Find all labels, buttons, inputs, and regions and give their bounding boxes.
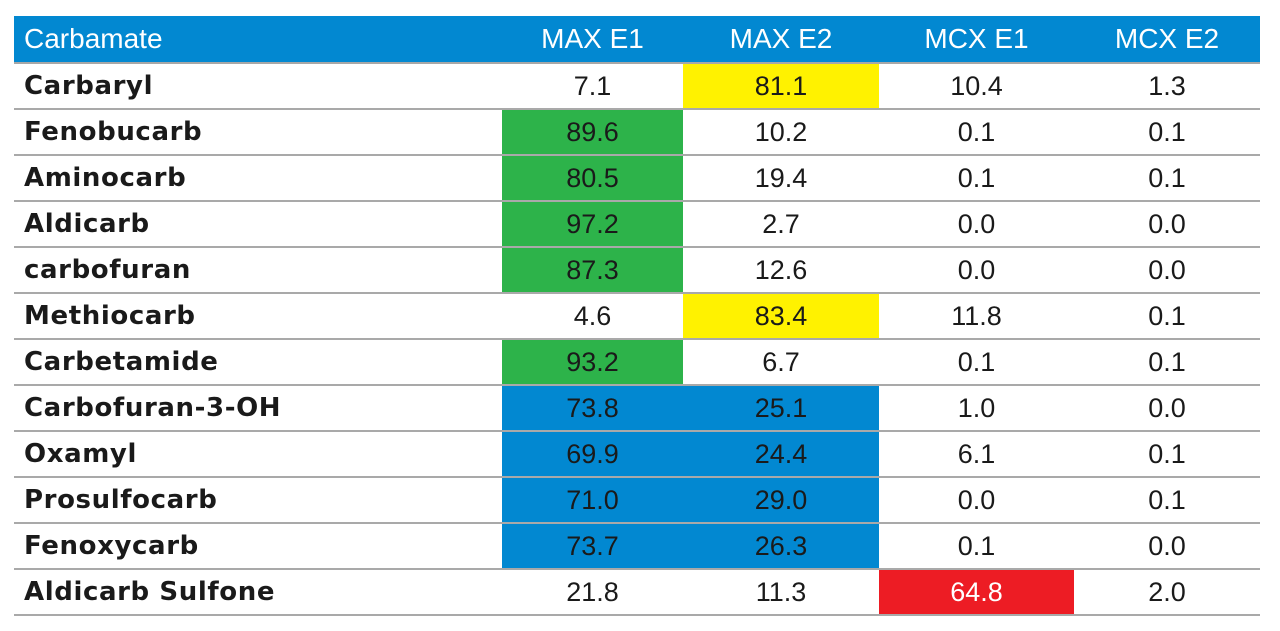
row-name: Methiocarb (14, 293, 502, 340)
cell-max-e2: 29.0 (683, 477, 879, 524)
cell-max-e1: 71.0 (502, 477, 683, 524)
table-row: Carbofuran-3-OH 73.8 25.1 1.0 0.0 (14, 385, 1260, 432)
row-name: Carbofuran-3-OH (14, 385, 502, 432)
table-row: Oxamyl 69.9 24.4 6.1 0.1 (14, 431, 1260, 478)
row-name: Fenoxycarb (14, 523, 502, 570)
row-name: Carbetamide (14, 339, 502, 386)
row-name: Fenobucarb (14, 109, 502, 156)
cell-mcx-e2: 0.1 (1074, 293, 1260, 340)
cell-mcx-e1: 1.0 (879, 385, 1074, 432)
row-name: Aminocarb (14, 155, 502, 202)
row-name: carbofuran (14, 247, 502, 294)
carbamate-recovery-table: Carbamate MAX E1 MAX E2 MCX E1 MCX E2 Ca… (14, 16, 1260, 616)
table-row: Carbetamide 93.2 6.7 0.1 0.1 (14, 339, 1260, 386)
cell-mcx-e1: 0.0 (879, 477, 1074, 524)
cell-mcx-e2: 0.1 (1074, 155, 1260, 202)
cell-mcx-e2: 0.0 (1074, 201, 1260, 248)
cell-max-e1: 69.9 (502, 431, 683, 478)
cell-max-e1: 89.6 (502, 109, 683, 156)
cell-mcx-e1: 10.4 (879, 63, 1074, 110)
row-name: Carbaryl (14, 63, 502, 110)
cell-max-e2: 2.7 (683, 201, 879, 248)
cell-mcx-e1: 0.0 (879, 201, 1074, 248)
cell-max-e2: 26.3 (683, 523, 879, 570)
table-row: Prosulfocarb 71.0 29.0 0.0 0.1 (14, 477, 1260, 524)
cell-max-e1: 97.2 (502, 201, 683, 248)
table-row: Aldicarb 97.2 2.7 0.0 0.0 (14, 201, 1260, 248)
cell-mcx-e1: 64.8 (879, 569, 1074, 616)
cell-mcx-e2: 0.0 (1074, 523, 1260, 570)
cell-max-e1: 4.6 (502, 293, 683, 340)
header-mcx-e1: MCX E1 (879, 16, 1074, 64)
row-name: Aldicarb (14, 201, 502, 248)
row-name: Aldicarb Sulfone (14, 569, 502, 616)
header-row: Carbamate MAX E1 MAX E2 MCX E1 MCX E2 (14, 16, 1260, 64)
cell-mcx-e2: 2.0 (1074, 569, 1260, 616)
header-mcx-e2: MCX E2 (1074, 16, 1260, 64)
cell-max-e1: 73.7 (502, 523, 683, 570)
cell-max-e1: 87.3 (502, 247, 683, 294)
table-body: Carbaryl 7.1 81.1 10.4 1.3 Fenobucarb 89… (14, 63, 1260, 616)
cell-max-e1: 80.5 (502, 155, 683, 202)
cell-mcx-e2: 1.3 (1074, 63, 1260, 110)
cell-max-e2: 11.3 (683, 569, 879, 616)
header-carbamate: Carbamate (14, 16, 502, 64)
cell-max-e1: 73.8 (502, 385, 683, 432)
cell-max-e2: 10.2 (683, 109, 879, 156)
cell-max-e1: 21.8 (502, 569, 683, 616)
cell-mcx-e2: 0.0 (1074, 385, 1260, 432)
cell-mcx-e2: 0.0 (1074, 247, 1260, 294)
cell-mcx-e1: 6.1 (879, 431, 1074, 478)
cell-mcx-e2: 0.1 (1074, 109, 1260, 156)
cell-mcx-e2: 0.1 (1074, 431, 1260, 478)
cell-max-e2: 25.1 (683, 385, 879, 432)
cell-mcx-e1: 11.8 (879, 293, 1074, 340)
cell-max-e2: 6.7 (683, 339, 879, 386)
table-row: Aldicarb Sulfone 21.8 11.3 64.8 2.0 (14, 569, 1260, 616)
cell-mcx-e1: 0.1 (879, 339, 1074, 386)
row-name: Prosulfocarb (14, 477, 502, 524)
cell-max-e2: 19.4 (683, 155, 879, 202)
header-max-e2: MAX E2 (683, 16, 879, 64)
cell-mcx-e2: 0.1 (1074, 339, 1260, 386)
table-row: Aminocarb 80.5 19.4 0.1 0.1 (14, 155, 1260, 202)
cell-max-e2: 83.4 (683, 293, 879, 340)
data-table: Carbamate MAX E1 MAX E2 MCX E1 MCX E2 Ca… (14, 16, 1260, 616)
cell-mcx-e1: 0.1 (879, 523, 1074, 570)
header-max-e1: MAX E1 (502, 16, 683, 64)
table-row: Fenoxycarb 73.7 26.3 0.1 0.0 (14, 523, 1260, 570)
table-row: Fenobucarb 89.6 10.2 0.1 0.1 (14, 109, 1260, 156)
table-header: Carbamate MAX E1 MAX E2 MCX E1 MCX E2 (14, 16, 1260, 64)
cell-max-e1: 7.1 (502, 63, 683, 110)
table-row: Methiocarb 4.6 83.4 11.8 0.1 (14, 293, 1260, 340)
row-name: Oxamyl (14, 431, 502, 478)
cell-max-e2: 24.4 (683, 431, 879, 478)
cell-max-e2: 81.1 (683, 63, 879, 110)
cell-mcx-e1: 0.1 (879, 109, 1074, 156)
cell-mcx-e1: 0.0 (879, 247, 1074, 294)
cell-mcx-e1: 0.1 (879, 155, 1074, 202)
cell-max-e1: 93.2 (502, 339, 683, 386)
cell-max-e2: 12.6 (683, 247, 879, 294)
table-row: Carbaryl 7.1 81.1 10.4 1.3 (14, 63, 1260, 110)
table-row: carbofuran 87.3 12.6 0.0 0.0 (14, 247, 1260, 294)
cell-mcx-e2: 0.1 (1074, 477, 1260, 524)
